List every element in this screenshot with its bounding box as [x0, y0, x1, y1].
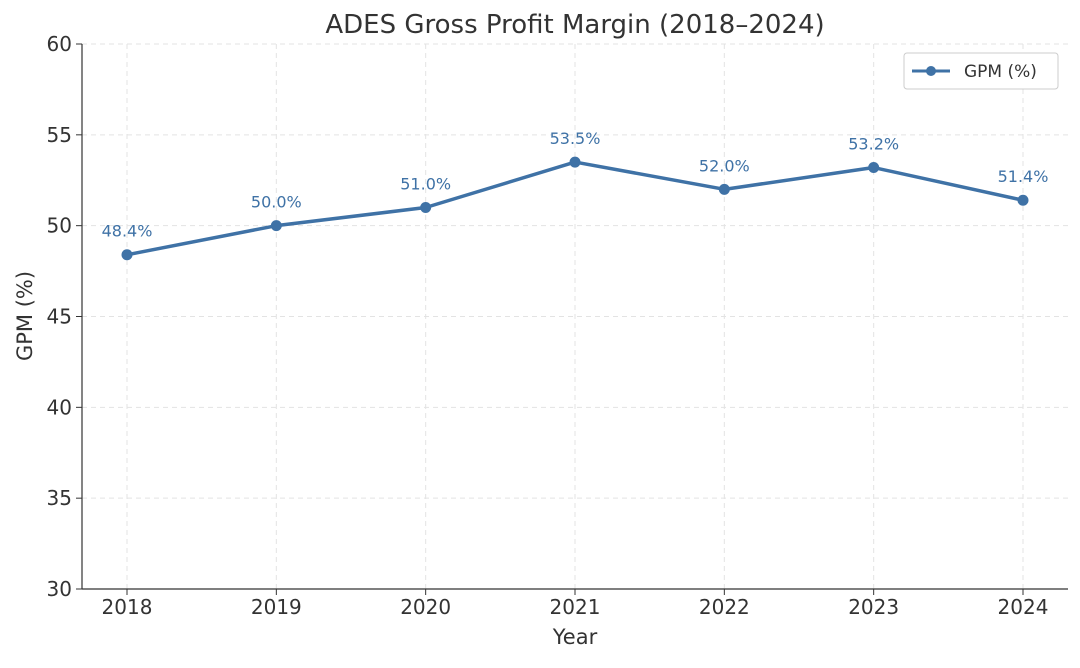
y-tick-label: 50: [47, 214, 72, 238]
x-tick-label: 2018: [102, 595, 153, 619]
legend-box: [903, 52, 1059, 90]
data-point: [121, 249, 133, 261]
x-tick-label: 2024: [998, 595, 1049, 619]
y-tick-label: 40: [47, 395, 72, 419]
data-label: 50.0%: [251, 193, 302, 212]
legend-marker: [926, 66, 936, 76]
y-tick-label: 60: [47, 32, 72, 56]
y-tick-label: 45: [47, 305, 72, 329]
y-axis-label: GPM (%): [13, 271, 37, 361]
y-tick-label: 35: [47, 486, 72, 510]
x-tick-label: 2019: [251, 595, 302, 619]
x-axis-label: Year: [552, 625, 598, 649]
data-point: [1017, 194, 1029, 206]
data-label: 53.5%: [550, 129, 601, 148]
data-label: 52.0%: [699, 156, 750, 175]
data-point: [270, 220, 282, 232]
legend-label: GPM (%): [964, 62, 1037, 82]
axes: 30 35 40 45 50 55 60 2018 2019 2020 2021 2022 2023 20…: [47, 32, 1068, 619]
y-tick-label: 55: [47, 123, 72, 147]
chart-title: ADES Gross Profit Margin (2018–2024): [325, 10, 824, 40]
data-label: 48.4%: [102, 222, 153, 241]
data-label: 53.2%: [848, 135, 899, 154]
x-tick-label: 2020: [400, 595, 451, 619]
data-point: [868, 162, 880, 174]
data-point: [420, 202, 432, 213]
data-point: [718, 183, 730, 195]
y-tick-label: 30: [47, 577, 72, 601]
grid: [82, 43, 1068, 590]
x-tick-label: 2023: [848, 595, 899, 619]
series-gpm: 48.4% 50.0% 51.0% 53.5% 52.0% 53.2% 51.4%: [102, 129, 1049, 261]
x-tick-label: 2021: [550, 595, 601, 619]
data-label: 51.4%: [998, 167, 1049, 186]
x-tick-label: 2022: [699, 595, 750, 619]
data-label: 51.0%: [400, 175, 451, 194]
legend: GPM (%): [903, 52, 1059, 90]
data-point: [569, 156, 581, 168]
